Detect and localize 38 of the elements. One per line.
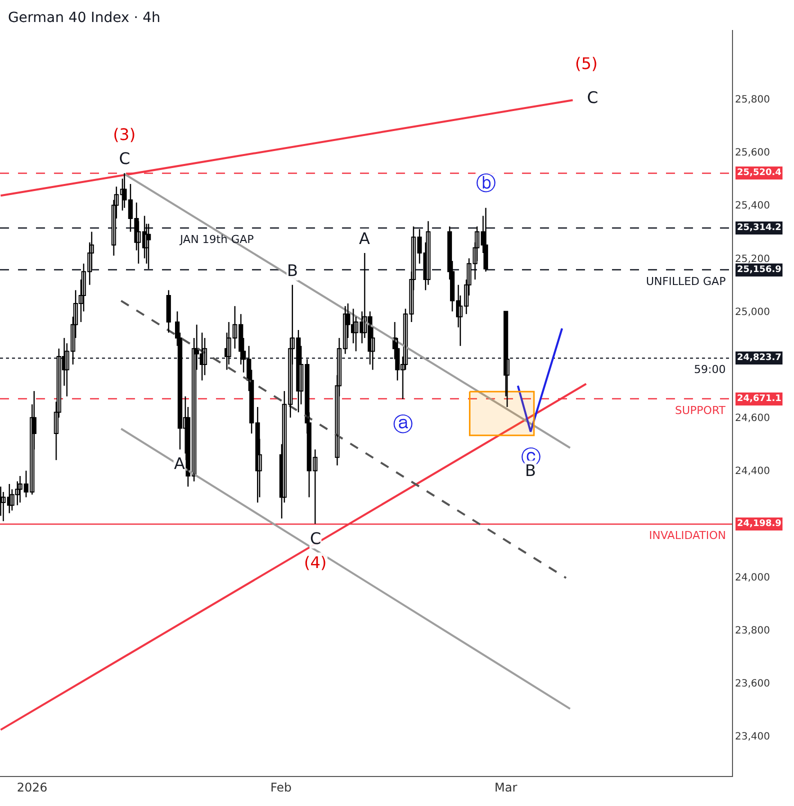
y-tick-label: 23,400 [735, 732, 770, 743]
annotation: ⓐ [393, 412, 413, 436]
y-tick-label: 24,400 [735, 466, 770, 478]
annotation: A [359, 229, 370, 248]
annotation: B [525, 461, 536, 480]
annotation: (5) [575, 54, 598, 73]
y-tick-label: 25,800 [735, 94, 770, 106]
annotation: A [174, 454, 185, 473]
y-tick-label: 24,000 [735, 572, 770, 584]
x-tick-label: 2026 [16, 780, 48, 794]
annotation: (3) [113, 125, 136, 144]
ref-line-label: 25,314.2 [737, 223, 782, 233]
annotation: INVALIDATION [649, 529, 726, 542]
ref-line-label: 25,520.4 [737, 168, 782, 178]
annotation: UNFILLED GAP [646, 275, 726, 288]
x-tick-label: Mar [494, 780, 518, 794]
y-tick-label: 25,000 [735, 306, 770, 318]
y-tick-label: 25,600 [735, 148, 770, 159]
annotation: SUPPORT [675, 404, 726, 417]
ref-line-label: 24,671.1 [737, 394, 782, 404]
annotation: C [587, 88, 598, 107]
y-tick-label: 23,800 [735, 625, 770, 636]
annotation: B [287, 261, 298, 280]
y-tick-label: 25,400 [735, 200, 770, 212]
annotation: C [119, 149, 130, 168]
annotation: JAN 19th GAP [179, 233, 254, 246]
x-tick-label: Feb [270, 780, 292, 794]
ref-line-label: 24,198.9 [737, 519, 782, 529]
y-tick-label: 23,600 [735, 678, 770, 690]
annotation: (4) [304, 553, 327, 572]
annotation: 59:00 [694, 363, 726, 376]
annotation: ⓑ [476, 171, 496, 195]
ref-line-label: 25,156.9 [737, 265, 782, 275]
y-tick-label: 25,200 [735, 254, 770, 265]
chart-title: German 40 Index · 4h [8, 10, 160, 26]
ref-line-label: 24,823.7 [737, 353, 782, 363]
y-tick-label: 24,600 [735, 413, 770, 424]
annotation: C [310, 529, 322, 548]
